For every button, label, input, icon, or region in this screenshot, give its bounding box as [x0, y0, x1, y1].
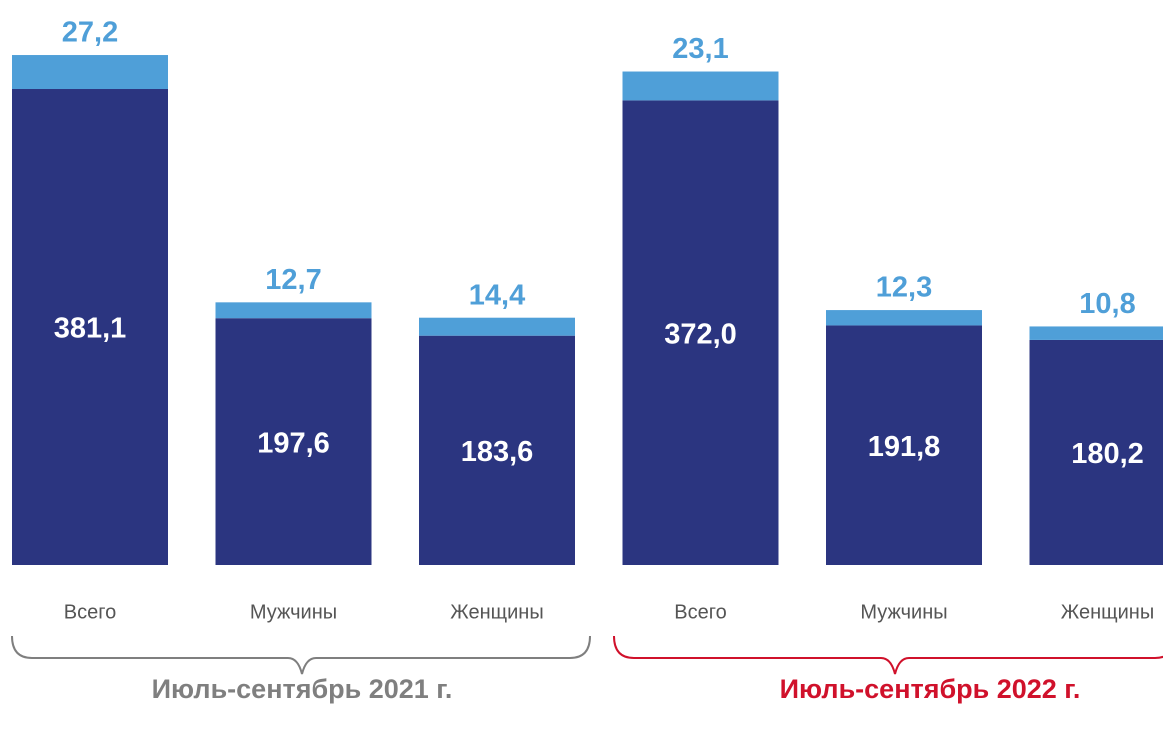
bar-segment [215, 318, 372, 565]
value-label: 381,1 [54, 313, 127, 345]
bar-segment [622, 100, 779, 565]
bar-segment [1029, 326, 1163, 340]
value-label: 14,4 [469, 279, 525, 311]
bar-segment [419, 335, 575, 565]
group-brace [613, 635, 1163, 675]
group-label: Июль-сентябрь 2021 г. [152, 674, 453, 704]
value-label: 183,6 [461, 436, 534, 468]
bar-segment [419, 317, 575, 336]
bar-segment [1029, 339, 1163, 565]
category-label: Мужчины [250, 601, 337, 623]
value-label: 197,6 [257, 427, 330, 459]
category-label: Мужчины [860, 601, 947, 623]
category-label: Женщины [450, 601, 543, 623]
category-label: Всего [64, 601, 116, 623]
category-label: Всего [674, 601, 726, 623]
value-label: 12,3 [876, 272, 932, 304]
value-label: 180,2 [1071, 438, 1144, 470]
bar-segment [622, 71, 779, 101]
bar-segment [826, 310, 982, 326]
bar-segment [12, 55, 168, 90]
bar-segment [12, 89, 168, 565]
value-label: 27,2 [62, 17, 118, 49]
category-label: Женщины [1061, 601, 1154, 623]
bar-segment [826, 325, 982, 565]
group-brace [11, 635, 591, 675]
group-label: Июль-сентябрь 2022 г. [780, 674, 1081, 704]
value-label: 23,1 [672, 33, 728, 65]
value-label: 10,8 [1079, 288, 1135, 320]
value-label: 12,7 [265, 264, 321, 296]
bar-segment [215, 302, 372, 319]
value-label: 372,0 [664, 318, 737, 350]
value-label: 191,8 [868, 431, 941, 463]
